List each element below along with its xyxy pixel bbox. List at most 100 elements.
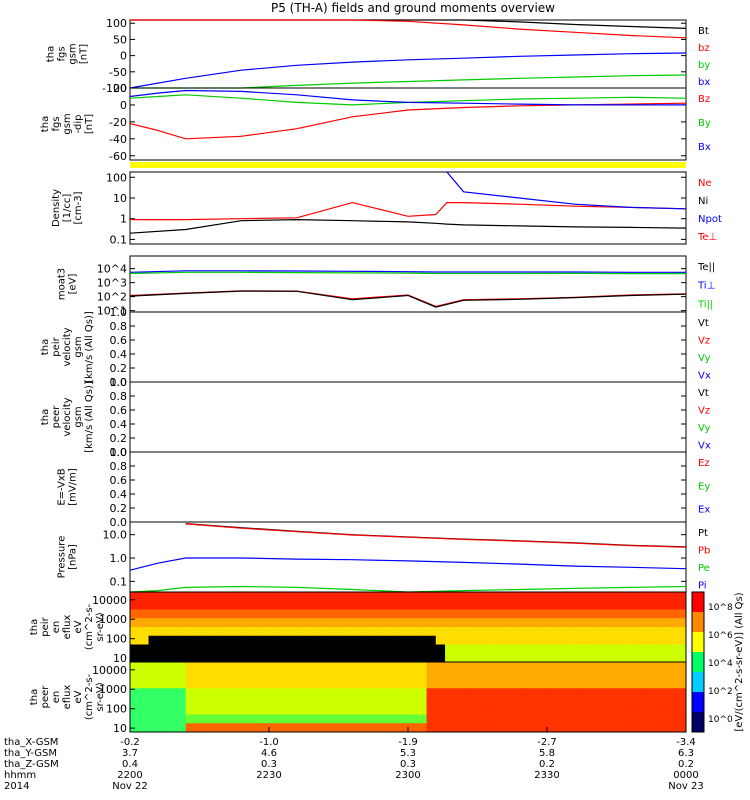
heatmap-cell	[157, 705, 168, 715]
frame-peir_velocity	[129, 311, 687, 383]
ylabel-line: peer	[40, 685, 51, 709]
footer-row-label: 2014	[4, 781, 29, 792]
heatmap-cell	[139, 635, 150, 645]
frame-efield	[129, 451, 687, 523]
heatmap-cell	[324, 600, 335, 610]
ytick-label: 1000	[99, 613, 127, 626]
heatmap-cell	[463, 662, 474, 672]
heatmap-cell	[658, 697, 668, 707]
heatmap-cell	[185, 723, 196, 733]
heatmap-cell	[519, 653, 529, 663]
heatmap-cell	[259, 609, 270, 619]
heatmap-cell	[454, 679, 465, 689]
heatmap-cell	[648, 705, 659, 715]
ylabel-line: fgs	[51, 116, 62, 131]
heatmap-cell	[306, 714, 316, 724]
heatmap-cell	[343, 688, 353, 698]
ytick-label: 10	[113, 652, 127, 665]
heatmap-cell	[537, 635, 548, 645]
heatmap-cell	[213, 688, 224, 698]
heatmap-cell	[287, 609, 298, 619]
heatmap-cell	[167, 670, 177, 680]
heatmap-cell	[519, 609, 529, 619]
heatmap-cell	[639, 670, 650, 680]
heatmap-cell	[204, 714, 214, 724]
heatmap-cell	[435, 662, 446, 672]
heatmap-cell	[537, 653, 548, 663]
heatmap-cell	[324, 627, 335, 637]
heatmap-cell	[491, 618, 502, 628]
heatmap-cell	[547, 679, 557, 689]
heatmap-cell	[621, 688, 631, 698]
heatmap-cell	[194, 679, 205, 689]
legend-label: Te⊥	[697, 232, 717, 243]
heatmap-cell	[250, 714, 261, 724]
heatmap-cell	[398, 670, 409, 680]
heatmap-cell	[296, 705, 307, 715]
heatmap-cell	[519, 705, 529, 715]
heatmap-cell	[648, 723, 659, 733]
heatmap-cell	[472, 714, 483, 724]
heatmap-cell	[621, 592, 631, 602]
heatmap-cell	[482, 679, 492, 689]
heatmap-cell	[491, 670, 502, 680]
heatmap-cell	[130, 592, 140, 602]
heatmap-cell	[593, 627, 604, 637]
heatmap-cell	[287, 618, 298, 628]
heatmap-cell	[370, 635, 381, 645]
heatmap-cell	[361, 627, 372, 637]
heatmap-cell	[667, 714, 678, 724]
heatmap-cell	[472, 688, 483, 698]
heatmap-cell	[185, 627, 196, 637]
ylabel-line: eV	[73, 690, 84, 703]
legend-label: Pi	[698, 581, 707, 592]
heatmap-cell	[287, 705, 298, 715]
heatmap-cell	[528, 618, 539, 628]
heatmap-cell	[491, 644, 502, 654]
heatmap-cell	[500, 618, 511, 628]
heatmap-cell	[269, 662, 279, 672]
ylabel-line: E=-VxB	[57, 468, 68, 505]
heatmap-cell	[648, 679, 659, 689]
ylabel-line: moat3	[57, 268, 68, 300]
heatmap-cell	[361, 688, 372, 698]
heatmap-cell	[463, 714, 474, 724]
heatmap-cell	[584, 670, 594, 680]
heatmap-cell	[528, 627, 539, 637]
heatmap-cell	[621, 635, 631, 645]
heatmap-cell	[565, 723, 576, 733]
heatmap-cell	[287, 662, 298, 672]
heatmap-cell	[259, 635, 270, 645]
heatmap-cell	[148, 644, 159, 654]
ylabel-line: peir	[40, 616, 51, 636]
heatmap-cell	[556, 714, 567, 724]
ytick-label: 10^3	[97, 277, 127, 290]
heatmap-cell	[565, 679, 576, 689]
heatmap-cell	[185, 609, 196, 619]
heatmap-cell	[528, 705, 539, 715]
heatmap-cell	[296, 662, 307, 672]
legend-label: by	[698, 60, 710, 71]
ylabel-line: [cm-3]	[73, 191, 84, 224]
heatmap-cell	[241, 679, 251, 689]
heatmap-cell	[167, 662, 177, 672]
heatmap-cell	[204, 662, 214, 672]
ylabel-line: tha	[40, 409, 51, 425]
heatmap-cell	[565, 635, 576, 645]
heatmap-cell	[389, 609, 400, 619]
heatmap-cell	[324, 670, 335, 680]
heatmap-cell	[454, 627, 465, 637]
heatmap-cell	[194, 705, 205, 715]
heatmap-cell	[630, 697, 641, 707]
ylabel-line: Density	[51, 189, 62, 227]
heatmap-cell	[241, 600, 251, 610]
heatmap-cell	[667, 662, 678, 672]
legend-label: Vx	[698, 371, 711, 382]
panel-density: Density [1/cc] [cm-3] 100 10 1 0.1 Ne Ni Npot Te⊥	[51, 171, 722, 246]
footer-value: 2200	[117, 770, 142, 781]
heatmap-cell	[361, 697, 372, 707]
heatmap-cell	[667, 653, 678, 663]
heatmap-cell	[176, 618, 187, 628]
heatmap-cell	[639, 618, 650, 628]
colorbar-segment	[692, 692, 704, 713]
